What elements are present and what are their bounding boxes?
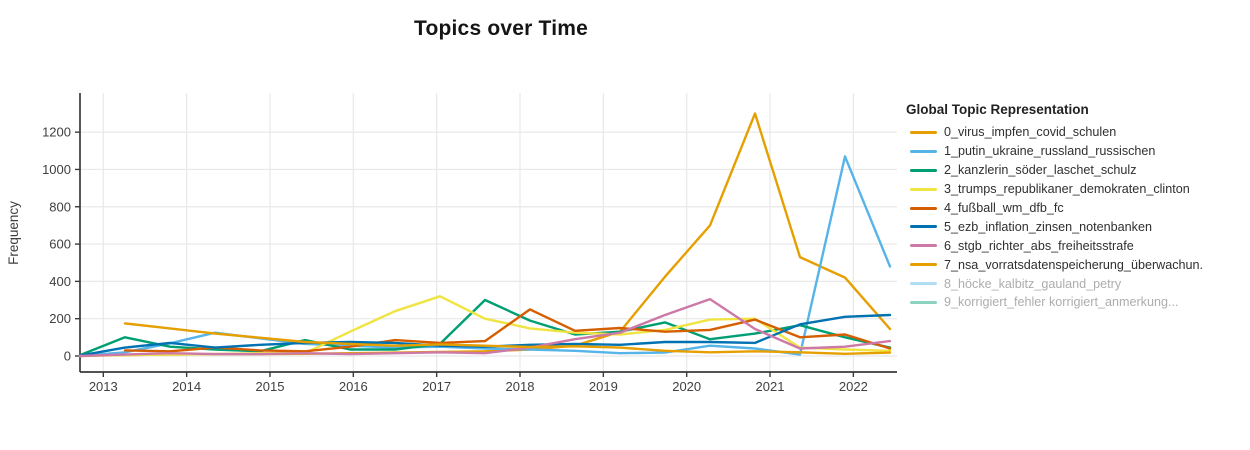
legend-item-3[interactable]: 3_trumps_republikaner_demokraten_clinton: [906, 180, 1236, 199]
y-tick-label: 800: [49, 199, 71, 214]
legend-item-7[interactable]: 7_nsa_vorratsdatenspeicherung_überwachun…: [906, 255, 1236, 274]
legend-item-8[interactable]: 8_höcke_kalbitz_gauland_petry: [906, 274, 1236, 293]
legend-item-label: 5_ezb_inflation_zinsen_notenbanken: [944, 219, 1152, 234]
legend-items: 0_virus_impfen_covid_schulen 1_putin_ukra…: [906, 123, 1236, 312]
x-tick-label: 2016: [339, 379, 368, 394]
x-tick-label: 2015: [256, 379, 285, 394]
legend-item-label: 4_fußball_wm_dfb_fc: [944, 201, 1064, 215]
y-tick-label: 400: [49, 274, 71, 289]
legend-item-1[interactable]: 1_putin_ukraine_russland_russischen: [906, 142, 1236, 161]
legend-item-6[interactable]: 6_stgb_richter_abs_freiheitsstrafe: [906, 236, 1236, 255]
x-tick-label: 2020: [672, 379, 701, 394]
legend-line-swatch-icon: [910, 130, 937, 134]
x-tick-label: 2013: [89, 379, 118, 394]
legend-item-0[interactable]: 0_virus_impfen_covid_schulen: [906, 123, 1236, 142]
x-tick-label: 2022: [839, 379, 868, 394]
y-tick-label: 600: [49, 237, 71, 252]
x-tick-label: 2017: [422, 379, 451, 394]
legend-line-swatch-icon: [910, 244, 937, 248]
x-tick-label: 2018: [506, 379, 535, 394]
legend-line-swatch-icon: [910, 168, 937, 172]
legend-line-swatch-icon: [910, 149, 937, 153]
legend-line-swatch-icon: [910, 282, 937, 286]
y-tick-label: 0: [64, 349, 71, 364]
legend-item-label: 6_stgb_richter_abs_freiheitsstrafe: [944, 238, 1134, 253]
legend-item-label: 2_kanzlerin_söder_laschet_schulz: [944, 163, 1137, 178]
legend-line-swatch-icon: [910, 225, 937, 229]
legend-line-swatch-icon: [910, 187, 937, 191]
legend: Global Topic Representation 0_virus_impf…: [906, 102, 1236, 312]
legend-title: Global Topic Representation: [906, 102, 1089, 117]
x-tick-label: 2019: [589, 379, 618, 394]
legend-item-label: 1_putin_ukraine_russland_russischen: [944, 144, 1156, 159]
series-line-6[interactable]: [78, 297, 892, 358]
legend-item-5[interactable]: 5_ezb_inflation_zinsen_notenbanken: [906, 217, 1236, 236]
y-tick-label: 1200: [42, 125, 71, 140]
legend-item-label: 9_korrigiert_fehler korrigiert_anmerkung…: [944, 295, 1179, 310]
legend-item-label: 7_nsa_vorratsdatenspeicherung_überwachun…: [944, 257, 1204, 272]
legend-item-2[interactable]: 2_kanzlerin_söder_laschet_schulz: [906, 161, 1236, 180]
x-tick-label: 2014: [172, 379, 201, 394]
series-line-7[interactable]: [123, 322, 892, 355]
legend-line-swatch-icon: [910, 263, 937, 267]
legend-item-9[interactable]: 9_korrigiert_fehler korrigiert_anmerkung…: [906, 293, 1236, 312]
x-tick-label: 2021: [756, 379, 785, 394]
legend-line-swatch-icon: [910, 206, 937, 210]
legend-item-label: 8_höcke_kalbitz_gauland_petry: [944, 276, 1122, 291]
y-tick-label: 200: [49, 311, 71, 326]
legend-item-label: 3_trumps_republikaner_demokraten_clinton: [944, 182, 1190, 197]
series-line-2[interactable]: [78, 298, 892, 357]
y-tick-label: 1000: [42, 162, 71, 177]
chart-title: Topics over Time: [414, 17, 588, 40]
series-line-4[interactable]: [123, 308, 892, 353]
legend-item-4[interactable]: 4_fußball_wm_dfb_fc: [906, 199, 1236, 218]
legend-item-label: 0_virus_impfen_covid_schulen: [944, 125, 1117, 140]
legend-line-swatch-icon: [910, 300, 937, 304]
